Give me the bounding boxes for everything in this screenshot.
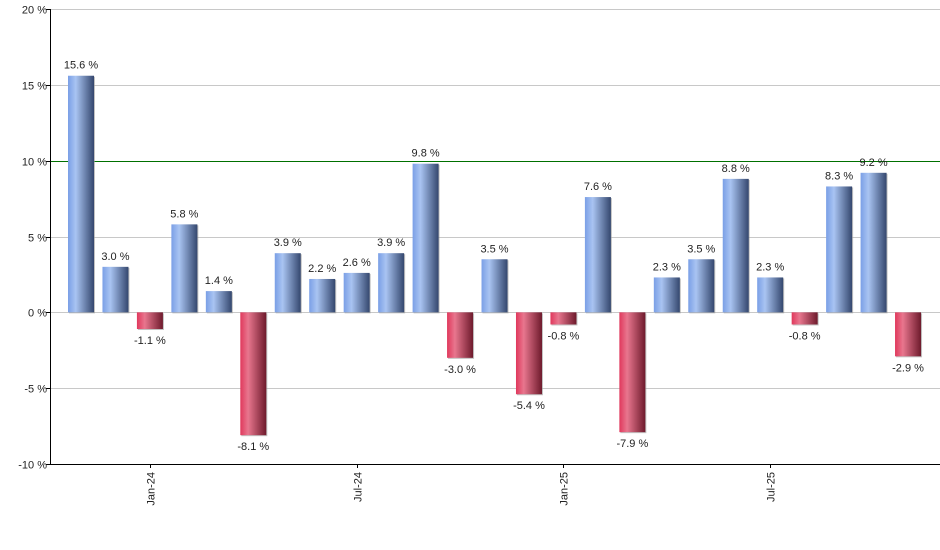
bar [102, 266, 129, 313]
bar [722, 178, 749, 313]
axes: 20 % 15 % 10 % 5 % 0 % -5 % -10 % Jan-24 Jul-24 J… [18, 5, 940, 506]
bar [550, 312, 577, 325]
bar-value-label: 2.6 % [343, 257, 371, 269]
bar-value-label: 7.6 % [584, 181, 612, 193]
bar [757, 277, 784, 313]
bar [343, 272, 370, 313]
bar [860, 172, 887, 313]
bar [274, 253, 301, 313]
bar [447, 312, 474, 358]
bar-value-label: -8.1 % [237, 441, 269, 453]
bar-value-label: 1.4 % [205, 275, 233, 287]
x-tick-label: Jul-24 [353, 472, 365, 502]
y-tick-label: 10 % [22, 157, 47, 169]
y-tick-label: 5 % [28, 233, 47, 245]
bar [412, 163, 439, 313]
bar [826, 186, 853, 313]
bar [584, 197, 611, 313]
bar-value-label: 8.8 % [722, 163, 750, 175]
bar-value-label: 2.3 % [653, 261, 681, 273]
y-tick-label: 15 % [22, 81, 47, 93]
bar-value-label: 2.2 % [308, 263, 336, 275]
bars [68, 75, 923, 437]
bar [481, 259, 508, 313]
y-tick-label: -5 % [24, 384, 47, 396]
bar [791, 312, 818, 325]
bar [309, 278, 336, 313]
bar [688, 259, 715, 313]
bar-value-label: -1.1 % [134, 335, 166, 347]
x-tick-label: Jul-25 [766, 472, 778, 502]
bar-value-label: -0.8 % [548, 330, 580, 342]
bar-value-label: 3.5 % [480, 243, 508, 255]
bar [136, 312, 163, 330]
value-labels: 15.6 % 3.0 % -1.1 % 5.8 % 1.4 % -8.1 % 3.9 % 2.… [64, 60, 924, 453]
y-tick-label: 0 % [28, 308, 47, 320]
bar-value-label: 3.9 % [274, 237, 302, 249]
x-tick-label: Jan-24 [146, 472, 158, 506]
bar-value-label: 3.9 % [377, 237, 405, 249]
bar-value-label: 9.8 % [412, 148, 440, 160]
bar-value-label: -5.4 % [513, 400, 545, 412]
y-tick-label: -10 % [18, 460, 47, 472]
bar [653, 277, 680, 313]
bar [68, 75, 94, 313]
bar [171, 224, 198, 313]
x-tick-label: Jan-25 [559, 472, 571, 506]
bar [378, 253, 405, 313]
bar-value-label: 8.3 % [825, 170, 853, 182]
bar-value-label: 15.6 % [64, 60, 98, 72]
bar-value-label: -2.9 % [892, 362, 924, 374]
bar [515, 312, 542, 395]
bar-value-label: 3.5 % [687, 243, 715, 255]
bar-value-label: 3.0 % [101, 251, 129, 263]
bar-value-label: -3.0 % [444, 364, 476, 376]
bar [895, 312, 922, 357]
bar [205, 291, 232, 313]
y-tick-label: 20 % [22, 5, 47, 17]
bar-value-label: 5.8 % [170, 208, 198, 220]
bar-value-label: -0.8 % [789, 330, 821, 342]
bar [240, 312, 267, 436]
bar-value-label: -7.9 % [616, 438, 648, 450]
bar-value-label: 9.2 % [860, 157, 888, 169]
bar-value-label: 2.3 % [756, 261, 784, 273]
bar [619, 312, 646, 433]
